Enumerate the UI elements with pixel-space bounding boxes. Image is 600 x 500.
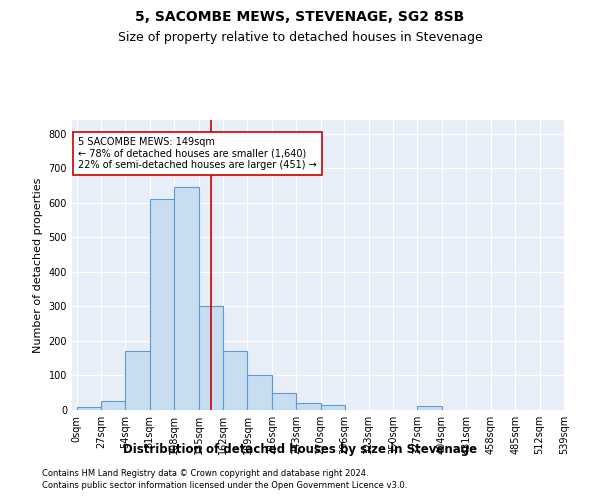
Bar xyxy=(199,306,223,410)
Bar xyxy=(272,392,296,410)
Bar xyxy=(77,407,101,410)
Text: Size of property relative to detached houses in Stevenage: Size of property relative to detached ho… xyxy=(118,31,482,44)
Bar xyxy=(418,406,442,410)
Bar xyxy=(125,352,150,410)
Bar xyxy=(296,403,321,410)
Bar xyxy=(247,376,272,410)
Bar xyxy=(174,188,199,410)
Text: Contains public sector information licensed under the Open Government Licence v3: Contains public sector information licen… xyxy=(42,481,407,490)
Y-axis label: Number of detached properties: Number of detached properties xyxy=(33,178,43,352)
Text: Contains HM Land Registry data © Crown copyright and database right 2024.: Contains HM Land Registry data © Crown c… xyxy=(42,468,368,477)
Bar xyxy=(321,405,345,410)
Text: 5, SACOMBE MEWS, STEVENAGE, SG2 8SB: 5, SACOMBE MEWS, STEVENAGE, SG2 8SB xyxy=(136,10,464,24)
Bar xyxy=(101,402,125,410)
Bar xyxy=(150,200,174,410)
Text: 5 SACOMBE MEWS: 149sqm
← 78% of detached houses are smaller (1,640)
22% of semi-: 5 SACOMBE MEWS: 149sqm ← 78% of detached… xyxy=(79,138,317,170)
Bar xyxy=(223,352,247,410)
Text: Distribution of detached houses by size in Stevenage: Distribution of detached houses by size … xyxy=(123,442,477,456)
